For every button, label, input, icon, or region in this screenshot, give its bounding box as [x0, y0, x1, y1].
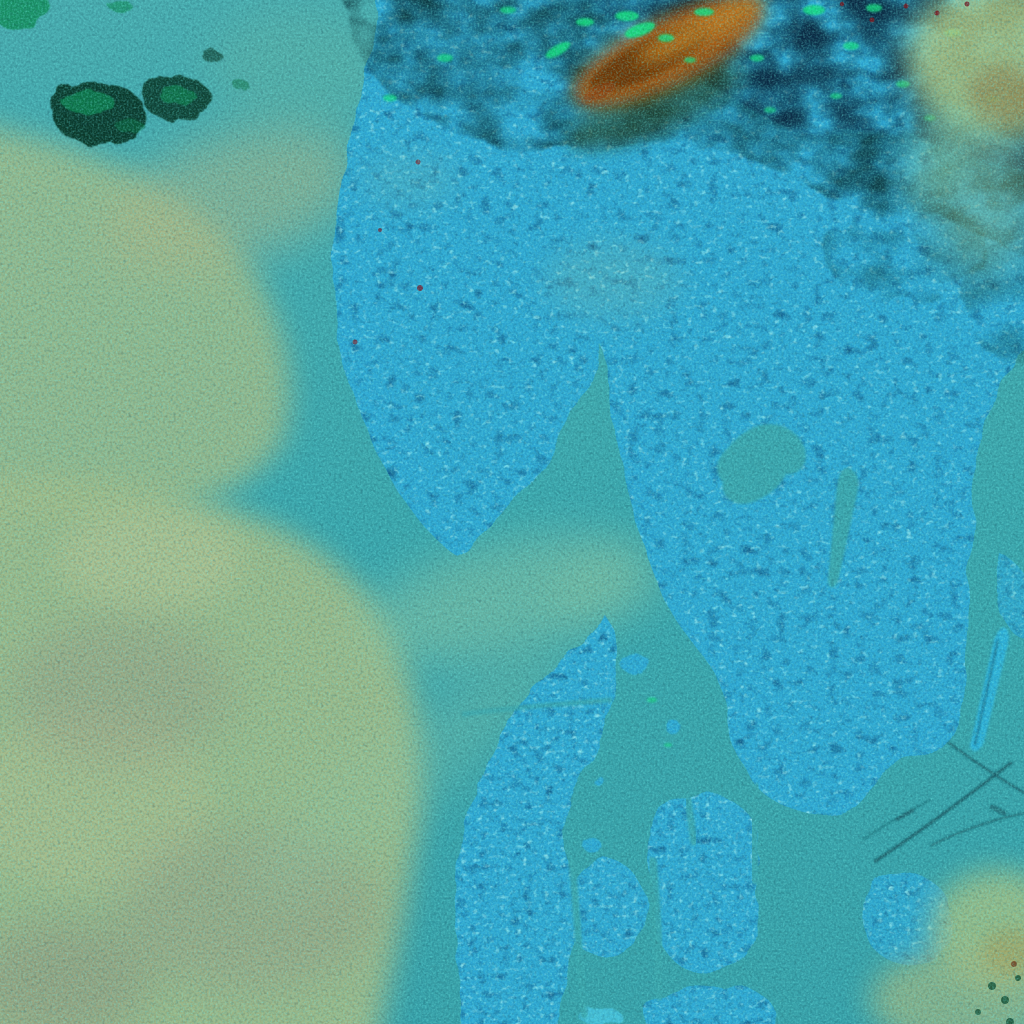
satellite-image-viewport	[0, 0, 1024, 1024]
satellite-image	[0, 0, 1024, 1024]
sensor-grain-dark	[0, 0, 1024, 1024]
